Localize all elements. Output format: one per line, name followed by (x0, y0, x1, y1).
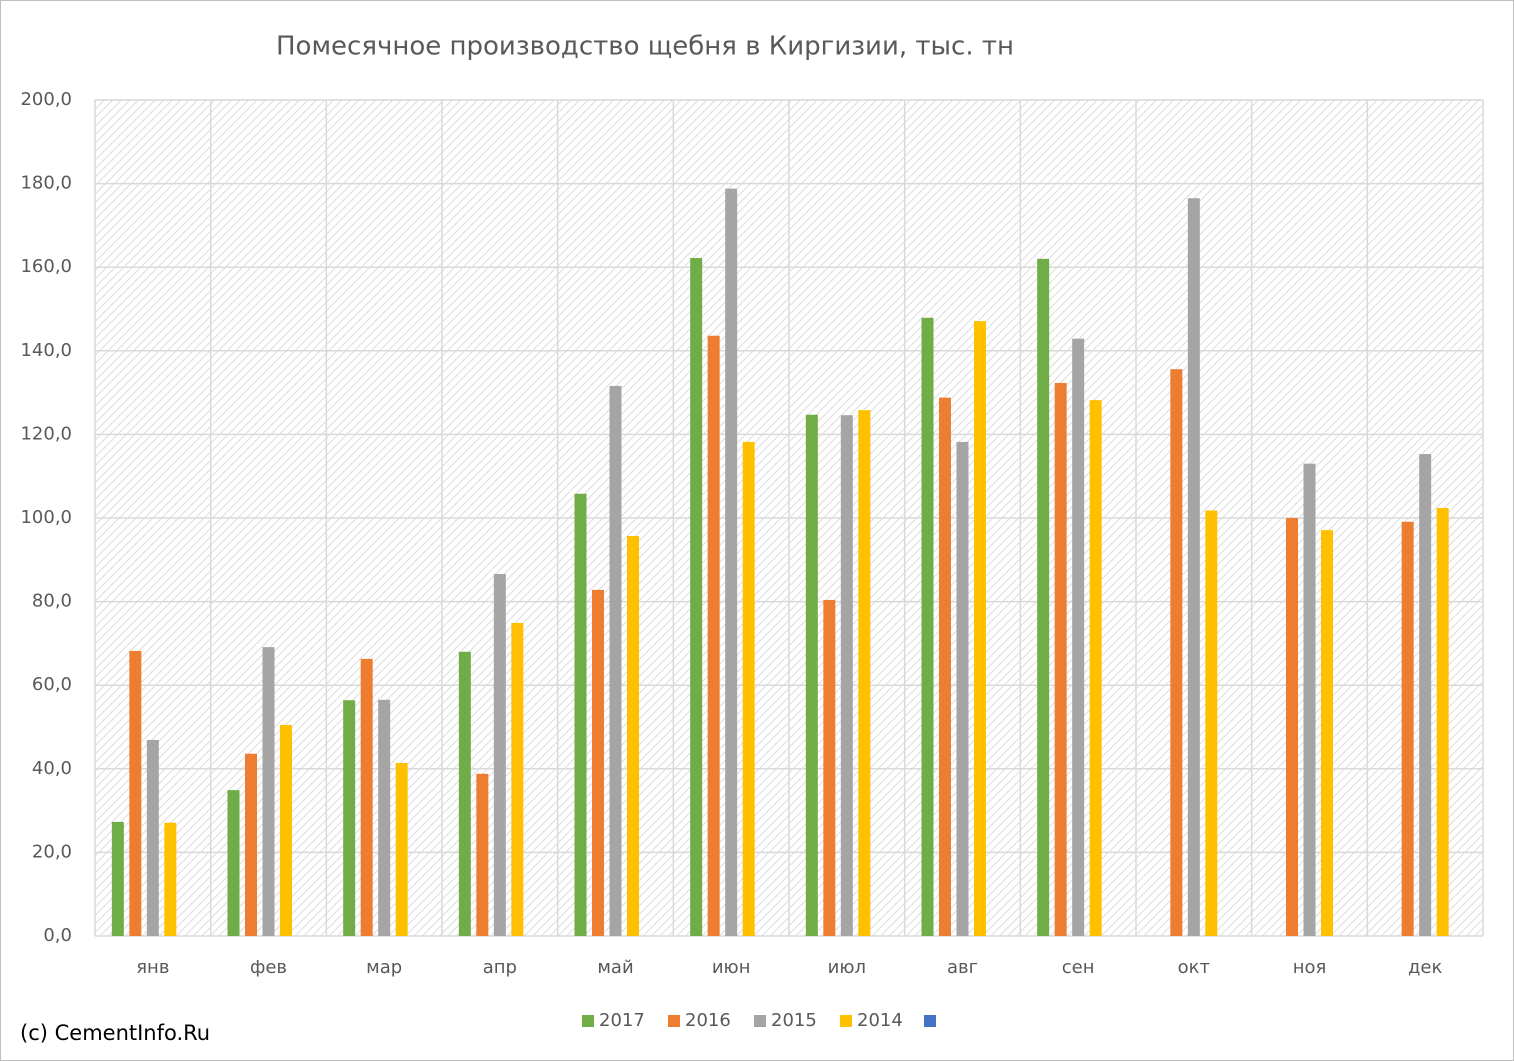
bar (1205, 510, 1218, 936)
bar (1089, 400, 1102, 936)
bar (280, 724, 292, 936)
legend-swatch (582, 1015, 594, 1027)
x-tick-label: июл (828, 957, 866, 978)
legend-label: 2014 (857, 1010, 903, 1031)
y-tick-label: 80,0 (32, 591, 72, 612)
bar (360, 658, 373, 936)
y-tick-label: 140,0 (20, 340, 72, 361)
legend-swatch (754, 1015, 766, 1027)
bar (476, 773, 489, 936)
bar (609, 385, 622, 936)
bar (690, 258, 703, 936)
bar (574, 493, 587, 936)
x-tick-label: мар (366, 957, 402, 978)
bar (164, 822, 177, 936)
bar (1321, 530, 1333, 936)
bar (1187, 198, 1200, 937)
bar (1072, 338, 1085, 937)
bar (840, 415, 853, 936)
y-tick-label: 100,0 (20, 507, 72, 528)
y-tick-label: 0,0 (43, 925, 72, 946)
bar (395, 762, 408, 936)
bar (823, 599, 836, 936)
source: (c) CementInfo.Ru (20, 1021, 210, 1045)
bar (707, 335, 720, 936)
legend-swatch (924, 1015, 936, 1027)
x-tick-label: июн (712, 957, 751, 978)
y-tick-label: 40,0 (32, 758, 72, 779)
bar (1037, 258, 1050, 937)
x-tick-label: дек (1408, 957, 1443, 978)
y-tick-label: 160,0 (20, 256, 72, 277)
x-tick-label: ноя (1293, 957, 1327, 978)
bar (1419, 454, 1432, 936)
bar (939, 397, 951, 937)
bar (742, 441, 755, 936)
bar (1286, 518, 1298, 936)
bar (974, 321, 986, 936)
bar (493, 574, 506, 936)
bar (458, 651, 471, 936)
x-tick-label: сен (1062, 957, 1095, 978)
bar (1436, 507, 1449, 936)
bar (146, 739, 159, 936)
bar (627, 535, 639, 936)
bar (725, 188, 738, 937)
y-tick-label: 60,0 (32, 674, 72, 695)
bar (592, 589, 604, 936)
bar (805, 414, 818, 936)
bar (1401, 521, 1414, 936)
bar (1170, 369, 1183, 936)
bar (921, 317, 934, 936)
bar (378, 699, 391, 936)
bar (343, 700, 356, 936)
y-tick-label: 120,0 (20, 423, 72, 444)
bar (245, 753, 257, 936)
legend-label: 2016 (685, 1010, 731, 1031)
legend-label: 2017 (599, 1010, 645, 1031)
bar (262, 647, 275, 936)
bar (111, 821, 124, 936)
chart-title: Помесячное производство щебня в Киргизии… (276, 32, 1014, 62)
x-tick-label: окт (1178, 957, 1210, 978)
x-tick-label: фев (250, 957, 287, 978)
bar (227, 790, 240, 936)
x-tick-label: авг (947, 957, 978, 978)
bar (956, 441, 969, 936)
y-tick-label: 180,0 (20, 173, 72, 194)
x-tick-label: янв (136, 957, 169, 978)
x-tick-label: май (597, 957, 633, 978)
legend-swatch (668, 1015, 680, 1027)
y-tick-label: 200,0 (20, 89, 72, 110)
bar (1303, 463, 1316, 936)
y-tick-label: 20,0 (32, 841, 72, 862)
x-tick-label: апр (483, 957, 517, 978)
bar (1054, 382, 1067, 937)
legend-label: 2015 (771, 1010, 817, 1031)
legend-swatch (840, 1015, 852, 1027)
bar (129, 650, 142, 936)
bar (511, 622, 524, 936)
bar (858, 410, 871, 936)
